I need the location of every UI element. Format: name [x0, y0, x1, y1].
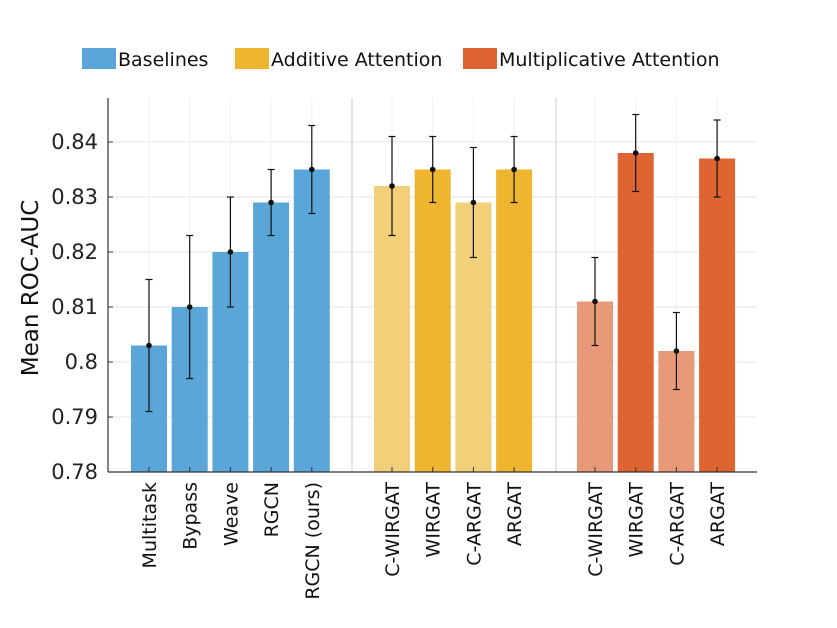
y-axis-label: Mean ROC-AUC: [18, 200, 44, 377]
y-tick-label: 0.79: [51, 405, 98, 429]
mean-point: [592, 298, 598, 305]
x-tick-label: RGCN: [261, 482, 283, 537]
y-tick-label: 0.83: [51, 185, 98, 209]
legend-swatch: [82, 48, 116, 69]
error-bar: [388, 135, 396, 237]
y-tick-label: 0.8: [65, 350, 98, 374]
error-bars: [145, 113, 721, 413]
mean-point: [673, 348, 680, 354]
mean-point: [186, 304, 193, 310]
bar-argat: [699, 158, 736, 472]
error-bar: [267, 168, 275, 237]
bars: [131, 153, 736, 472]
bar-wirgat: [414, 169, 451, 472]
mean-point: [309, 166, 315, 173]
error-bar: [186, 234, 194, 380]
legend-item: Multiplicative Attention: [463, 48, 720, 71]
y-tick-label: 0.81: [51, 295, 98, 319]
y-tick-label: 0.78: [51, 460, 98, 484]
bar-rgcn-ours-: [293, 169, 330, 472]
error-bar: [226, 196, 234, 308]
mean-point: [146, 342, 152, 349]
error-bar: [632, 113, 640, 193]
error-bar: [308, 124, 316, 215]
axes: [107, 98, 757, 473]
error-bar: [672, 311, 680, 391]
error-bar: [510, 135, 518, 204]
y-tick-label: 0.82: [51, 240, 98, 264]
error-bar: [469, 146, 477, 259]
bar-rgcn: [253, 202, 290, 472]
error-bar: [713, 119, 721, 198]
x-tick-label: ARGAT: [504, 482, 526, 546]
x-tick-label: WIRGAT: [626, 482, 648, 558]
x-tick-labels: Multitask Bypass Weave RGCN RGCN (ours) C-WIR…: [139, 482, 729, 600]
mean-point: [714, 155, 720, 162]
mean-point: [632, 150, 639, 156]
mean-point: [429, 166, 436, 173]
bar-argat: [496, 169, 533, 472]
x-tick-label: C-ARGAT: [463, 482, 485, 566]
mean-point: [389, 183, 395, 189]
x-tick-label: C-WIRGAT: [585, 482, 607, 577]
x-tick-label: Weave: [220, 482, 242, 546]
legend-item: Baselines: [82, 48, 208, 71]
x-tick-label: ARGAT: [707, 482, 729, 546]
mean-point: [511, 166, 517, 173]
x-tick-label: RGCN (ours): [302, 482, 324, 600]
error-bar: [145, 278, 153, 413]
legend-label: Baselines: [118, 49, 208, 71]
x-tick-label: C-ARGAT: [666, 482, 688, 566]
x-tick-label: Bypass: [180, 482, 202, 550]
legend-swatch: [463, 48, 497, 69]
mean-point: [268, 199, 274, 206]
mean-point: [470, 199, 477, 206]
legend: Baselines Additive Attention Multiplicativ…: [82, 48, 720, 71]
x-tick-label: C-WIRGAT: [382, 482, 404, 577]
y-tick-labels: 0.78 0.79 0.8 0.81 0.82 0.83 0.84: [51, 130, 98, 484]
y-tick-label: 0.84: [51, 130, 98, 154]
legend-swatch: [235, 48, 269, 69]
error-bar: [429, 135, 437, 204]
legend-item: Additive Attention: [235, 48, 442, 71]
x-tick-label: WIRGAT: [423, 482, 445, 558]
legend-label: Additive Attention: [271, 49, 442, 71]
x-tick-label: Multitask: [139, 482, 161, 568]
mean-point: [227, 249, 234, 255]
legend-label: Multiplicative Attention: [499, 49, 720, 71]
bar-wirgat: [617, 153, 654, 472]
group-separators: [351, 98, 557, 472]
error-bar: [591, 256, 599, 347]
